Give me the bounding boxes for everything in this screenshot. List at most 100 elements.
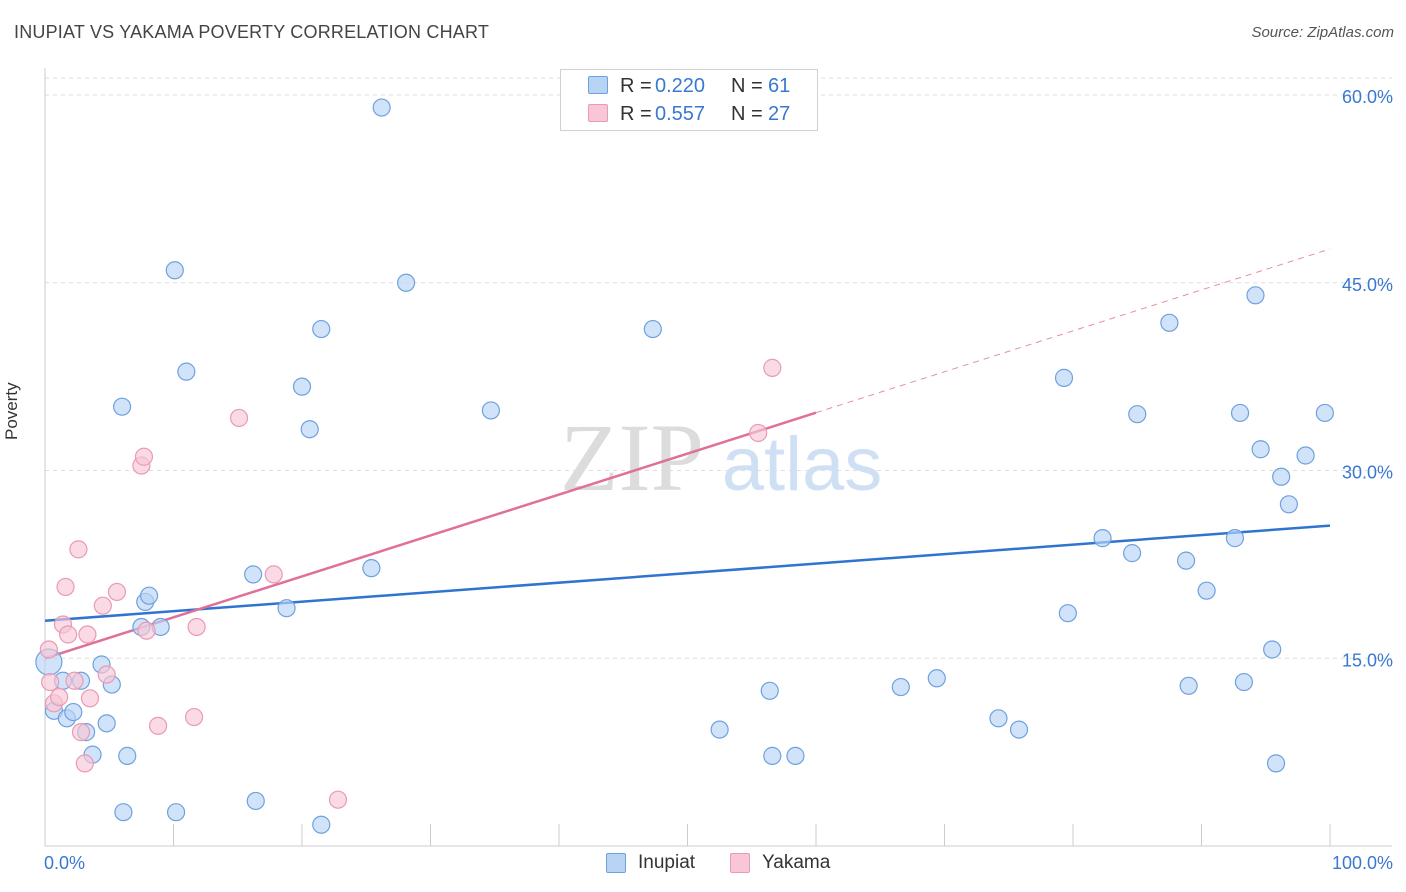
inupiat-point [97,714,116,733]
yakama-point [328,790,348,809]
watermark: ZIP atlas [560,404,882,511]
watermark-zip: ZIP [560,404,704,511]
trend-lines [44,248,1331,660]
inupiat-point [300,420,319,439]
yakama-point [749,423,768,443]
yakama-trend-line [44,411,817,660]
inupiat-point [1160,313,1179,332]
inupiat-point [1225,529,1245,548]
inupiat-point [362,559,381,578]
inupiat-swatch [606,853,626,873]
inupiat-point [1093,529,1112,548]
inupiat-point [1296,446,1315,465]
yakama-point [65,671,84,690]
inupiat-point [1263,640,1282,659]
legend-r-value: 0.220 [655,75,706,97]
inupiat-point [165,261,184,280]
inupiat-point [292,377,312,396]
legend-r-value: 0.557 [655,103,706,125]
legend-n-label: N = [731,75,763,97]
bottom-legend-label: Inupiat [638,852,696,873]
inupiat-point [1009,720,1029,739]
yakama-swatch [588,104,608,122]
y-tick-label: 30.0% [1342,463,1393,483]
x-tick-label-min: 0.0% [44,853,85,873]
inupiat-point [1315,403,1334,423]
data-points [35,98,1334,834]
inupiat-point [1230,403,1250,423]
legend-r-label: R = [620,75,652,97]
yakama-point [50,687,69,707]
inupiat-point [1123,544,1142,563]
inupiat-point [1272,467,1291,486]
yakama-point [184,707,204,727]
inupiat-point [166,803,186,822]
inupiat-point [763,746,782,765]
inupiat-point [1176,551,1196,570]
inupiat-point [989,709,1008,728]
inupiat-point [139,586,159,605]
inupiat-point [277,599,296,618]
inupiat-trend-line [44,524,1331,622]
inupiat-point [481,401,500,420]
inupiat-point [1058,604,1077,623]
inupiat-point [312,319,331,339]
inupiat-point [396,273,416,292]
legend-n-label: N = [731,103,763,125]
tick-labels: 15.0% 30.0% 45.0% 60.0% 0.0% 100.0% [44,87,1393,873]
yakama-point [187,617,206,637]
inupiat-point [114,803,133,822]
yakama-point [264,565,283,584]
inupiat-point [760,681,779,700]
yakama-swatch [730,853,750,873]
yakama-point [39,640,58,659]
y-tick-label: 60.0% [1342,87,1393,107]
yakama-point [137,621,156,640]
inupiat-point [1179,676,1198,695]
yakama-trend-line-projection [815,248,1331,414]
x-tick-label-max: 100.0% [1332,853,1393,873]
inupiat-point [1246,286,1265,305]
inupiat-point [1279,495,1298,514]
yakama-point [80,689,100,708]
inupiat-point [1234,672,1254,692]
bottom-legend-label: Yakama [762,852,831,873]
inupiat-point [1054,368,1074,387]
yakama-point [763,358,782,377]
inupiat-point [643,319,662,339]
inupiat-point [64,702,83,722]
inupiat-point [891,677,910,697]
yakama-point [59,625,78,644]
chart-title: INUPIAT VS YAKAMA POVERTY CORRELATION CH… [14,22,490,42]
yakama-point [41,672,60,692]
inupiat-point [710,720,729,739]
inupiat-point [786,746,805,765]
inupiat-swatch [588,76,608,94]
inupiat-point [312,815,331,834]
yakama-point [229,408,249,428]
inupiat-point [244,565,263,584]
yakama-point [78,625,97,644]
yakama-point [97,665,116,684]
legend-row-yakama: R = 0.557 N = 27 [561,100,817,128]
inupiat-point [1266,754,1286,773]
inupiat-point [246,791,265,811]
inupiat-point [372,98,391,117]
legend-row-inupiat: R = 0.220 N = 61 [561,72,817,100]
correlation-legend: R = 0.220 N = 61 R = 0.557 N = 27 [560,69,818,131]
yakama-point [148,716,168,735]
watermark-atlas: atlas [722,422,883,507]
yakama-point [93,596,112,615]
yakama-point [56,577,75,597]
yakama-point [107,582,127,602]
inupiat-point [1197,581,1216,600]
y-tick-label: 45.0% [1342,275,1393,295]
inupiat-point [1251,440,1270,459]
yakama-point [69,540,88,559]
yakama-point [71,723,91,742]
yakama-point [134,447,154,466]
inupiat-point [118,746,137,765]
inupiat-point [927,669,946,688]
legend-r-label: R = [620,103,652,125]
